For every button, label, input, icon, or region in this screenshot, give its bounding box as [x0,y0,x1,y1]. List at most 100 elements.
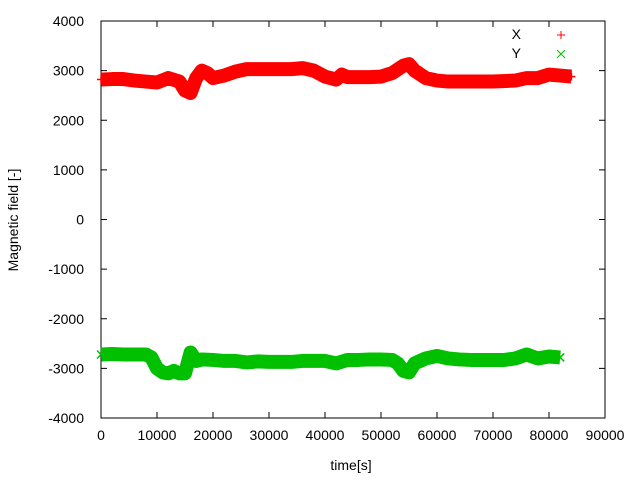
y-tick-label: 1000 [53,162,84,178]
data-point [410,66,419,75]
y-tick-label: -3000 [48,360,84,376]
data-point [544,351,554,361]
data-point [365,73,374,82]
data-point [499,355,509,365]
x-axis-label: time[s] [330,457,371,473]
data-point [164,74,173,83]
x-tick-label: 70000 [474,427,513,443]
data-point [119,75,128,84]
data-point [163,368,173,378]
data-point [220,71,229,80]
x-tick-label: 50000 [362,427,401,443]
data-point [533,74,542,83]
data-point [298,64,307,73]
data-point [432,351,442,361]
data-point [320,356,330,366]
data-point [331,358,341,368]
data-point [107,349,117,359]
y-axis-label: Magnetic field [-] [5,169,21,272]
y-tick-label: -1000 [48,261,84,277]
data-point [410,358,420,368]
y-tick-label: 4000 [53,13,84,29]
data-point [186,88,195,97]
legend-label-x: X [512,26,522,42]
y-tick-label: 3000 [53,63,84,79]
data-point [286,357,296,367]
data-point [287,65,296,74]
data-point [354,355,364,365]
data-point [488,355,498,365]
data-point [231,67,240,76]
data-point [309,356,319,366]
data-point [421,74,430,83]
data-point [298,356,308,366]
y-tick-label: 2000 [53,112,84,128]
y-tick-label: -2000 [48,311,84,327]
data-point [275,357,285,367]
data-point [191,356,201,366]
data-point [208,355,218,365]
data-point [376,354,386,364]
data-point [433,76,441,85]
data-point [399,61,408,70]
data-point [377,72,385,81]
x-tick-label: 80000 [530,427,569,443]
data-point [545,70,553,79]
legend-marker-y [556,49,566,59]
data-point [337,70,346,79]
data-point [510,353,520,363]
data-point [230,356,240,366]
data-point [192,74,201,83]
data-point [405,60,413,69]
series-band [100,345,561,381]
data-point [197,354,207,364]
data-point [242,357,252,367]
data-point [141,77,150,86]
data-point [477,355,487,365]
data-point [393,358,403,368]
data-point [108,75,117,84]
series-band [100,57,573,100]
data-point [522,74,531,83]
data-point [555,352,565,362]
data-point [130,76,139,85]
data-point [152,363,162,373]
data-point [466,77,475,86]
data-point [309,66,318,75]
data-point [203,69,212,78]
x-tick-label: 40000 [306,427,345,443]
x-tick-label: 0 [97,427,105,443]
x-tick-label: 90000 [586,427,625,443]
x-tick-label: 20000 [194,427,233,443]
data-point [354,73,363,82]
data-point [332,75,341,84]
data-point [118,349,128,360]
data-point [466,355,476,365]
data-point [186,347,196,358]
data-point [444,77,453,86]
data-point [265,65,273,74]
data-point [398,366,408,376]
legend-marker-x [557,31,565,39]
data-point [130,349,140,360]
x-tick-label: 30000 [250,427,289,443]
data-point [264,357,274,367]
data-point [522,349,532,360]
data-point [387,355,397,365]
data-point [388,69,397,78]
y-tick-label: -4000 [48,410,84,426]
data-point [169,366,179,376]
data-point [454,354,464,364]
series-X [97,57,576,100]
data-point [404,367,414,377]
x-tick-label: 10000 [138,427,177,443]
data-point [180,368,190,378]
data-point [443,353,453,363]
data-point [556,71,565,80]
data-point [175,77,184,86]
data-point [343,73,352,82]
data-point [197,66,206,75]
legend-label-y: Y [512,45,522,61]
